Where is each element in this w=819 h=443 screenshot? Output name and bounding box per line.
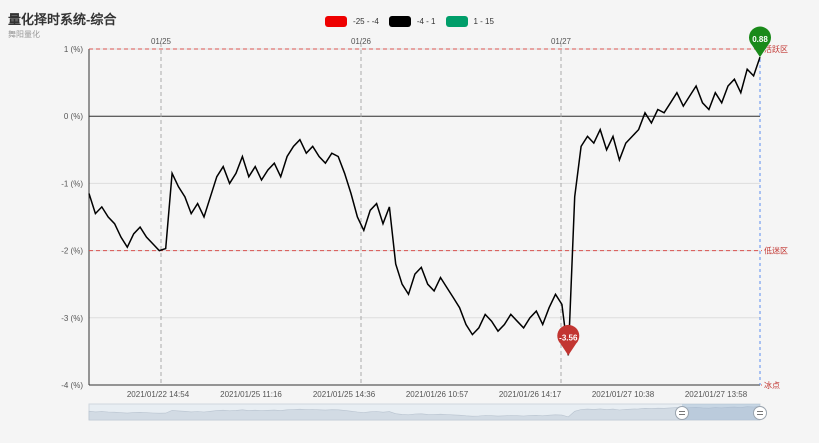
marker-label-0: -3.56 bbox=[559, 333, 578, 342]
zone-label-0: 活跃区 bbox=[764, 44, 788, 54]
x-tick-label-3: 2021/01/26 10:57 bbox=[406, 390, 469, 399]
legend: -25 - -4 -4 - 1 1 - 15 bbox=[0, 16, 819, 27]
x-tick-label-4: 2021/01/26 14:17 bbox=[499, 390, 562, 399]
zoom-slider-selection[interactable] bbox=[682, 404, 760, 420]
legend-item-high[interactable]: 1 - 15 bbox=[445, 16, 494, 27]
zoom-handle-0[interactable] bbox=[675, 406, 689, 420]
zone-label-2: 冰点 bbox=[764, 380, 780, 390]
legend-label-low: -25 - -4 bbox=[353, 17, 379, 26]
x-tick-label-2: 2021/01/25 14:36 bbox=[313, 390, 376, 399]
legend-label-high: 1 - 15 bbox=[473, 17, 494, 26]
legend-swatch-low bbox=[325, 16, 348, 27]
x-top-tick-label-2: 01/27 bbox=[551, 37, 572, 46]
chart-title: 量化择时系统-综合 bbox=[8, 12, 117, 27]
y-tick-label-3: -2 (%) bbox=[61, 247, 83, 256]
legend-swatch-high bbox=[445, 16, 468, 27]
y-tick-label-0: 1 (%) bbox=[64, 45, 83, 54]
marker-label-1: 0.88 bbox=[752, 35, 768, 44]
zone-label-1: 低迷区 bbox=[764, 246, 788, 256]
legend-swatch-mid bbox=[388, 16, 411, 27]
x-tick-label-5: 2021/01/27 10:38 bbox=[592, 390, 655, 399]
legend-item-mid[interactable]: -4 - 1 bbox=[388, 16, 436, 27]
y-tick-label-2: -1 (%) bbox=[61, 179, 83, 188]
x-top-tick-label-0: 01/25 bbox=[151, 37, 172, 46]
x-tick-label-0: 2021/01/22 14:54 bbox=[127, 390, 190, 399]
y-tick-label-5: -4 (%) bbox=[61, 381, 83, 390]
x-tick-label-1: 2021/01/25 11:16 bbox=[220, 390, 282, 399]
x-top-tick-label-1: 01/26 bbox=[351, 37, 372, 46]
legend-item-low[interactable]: -25 - -4 bbox=[325, 16, 379, 27]
marker-pin-1[interactable] bbox=[749, 26, 771, 58]
y-tick-label-4: -3 (%) bbox=[61, 314, 83, 323]
series-line bbox=[88, 56, 761, 356]
zoom-slider-preview bbox=[88, 405, 761, 421]
x-tick-label-6: 2021/01/27 13:58 bbox=[685, 390, 748, 399]
chart-subtitle: 舞阳量化 bbox=[8, 30, 40, 39]
legend-label-mid: -4 - 1 bbox=[416, 17, 436, 26]
y-tick-label-1: 0 (%) bbox=[64, 112, 83, 121]
zoom-handle-1[interactable] bbox=[753, 406, 767, 420]
marker-pin-0[interactable] bbox=[557, 324, 580, 356]
